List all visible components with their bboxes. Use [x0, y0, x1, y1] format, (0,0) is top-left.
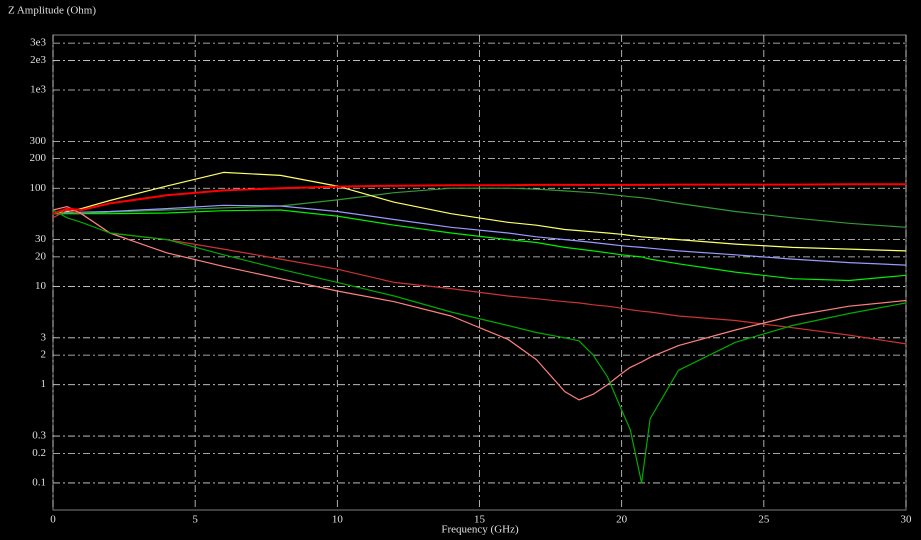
- y-tick-label: 0.1: [32, 476, 46, 488]
- x-tick-label: 30: [901, 514, 913, 526]
- x-tick-label: 20: [616, 514, 628, 526]
- y-tick-label: 0.2: [32, 447, 46, 459]
- y-tick-label: 200: [30, 152, 47, 164]
- series-line: [53, 209, 907, 282]
- y-tick-label: 1e3: [30, 84, 46, 96]
- y-tick-label: 10: [35, 280, 47, 292]
- series-line: [52, 209, 907, 484]
- x-tick-label: 15: [474, 514, 486, 526]
- x-tick-label: 5: [192, 514, 198, 526]
- x-tick-label: 10: [332, 514, 344, 526]
- y-tick-label: 1: [41, 378, 47, 390]
- y-tick-label: 0.3: [32, 430, 46, 442]
- y-tick-label: 20: [35, 250, 47, 262]
- series-line: [53, 187, 907, 228]
- chart-title: Z Amplitude (Ohm): [8, 5, 96, 17]
- y-tick-label: 300: [30, 135, 47, 147]
- y-tick-label: 2e3: [30, 54, 46, 66]
- x-tick-label: 25: [758, 514, 770, 526]
- y-tick-label: 2: [41, 349, 47, 361]
- x-tick-label: 0: [50, 514, 56, 526]
- y-tick-label: 100: [30, 182, 47, 194]
- y-tick-label: 3: [41, 331, 47, 343]
- x-axis-title: Frequency (GHz): [441, 524, 519, 536]
- y-tick-label: 3e3: [30, 37, 46, 49]
- y-tick-label: 30: [35, 233, 47, 245]
- series-line: [52, 204, 907, 266]
- series-line: [52, 171, 907, 252]
- series-line: [52, 206, 907, 401]
- series-line: [52, 183, 906, 215]
